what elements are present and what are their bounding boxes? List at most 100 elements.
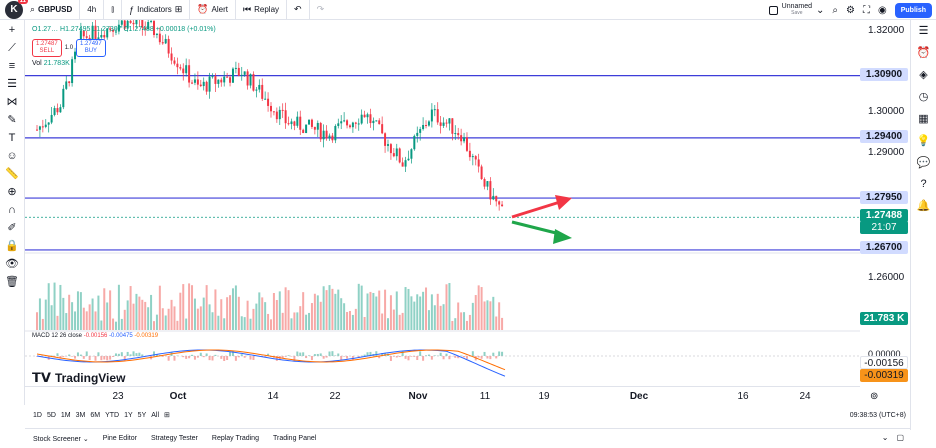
price-scale[interactable]: 1.32000 1.30900 1.30000 1.29400 1.29000 … [860,20,910,386]
candle [401,162,404,167]
candle [351,122,354,128]
quick-search-icon[interactable]: ⌕ [832,4,839,16]
range-ytd[interactable]: YTD [105,411,120,419]
macd-histogram-bar [153,351,155,356]
tab-replay-trading[interactable]: Replay Trading [211,435,259,442]
horizontal-line-icon[interactable]: ≡ [8,60,16,72]
profile-avatar[interactable]: K 11 [5,0,28,19]
drawing-mode-icon[interactable]: ✐ [7,222,17,234]
trendline-icon[interactable]: ⟋ [8,42,16,54]
volume-bar [147,307,150,330]
range-6m[interactable]: 6M [90,411,101,419]
volume-bar [196,308,199,330]
candle [495,195,498,202]
volume-bar [56,315,59,330]
data-window-icon[interactable]: ◷ [918,91,929,103]
tab-stock-screener[interactable]: Stock Screener ⌄ [33,435,89,443]
calendar-range-icon[interactable]: ⊞ [164,412,170,419]
emoji-icon[interactable]: ☺ [6,150,18,162]
fullscreen-icon[interactable]: ⛶ [862,4,870,16]
redo-button[interactable]: ↷ [310,0,332,20]
candle [310,119,313,127]
candle [433,109,436,111]
symbol-search-button[interactable]: ⌕ GBPUSD [23,0,81,20]
buy-button[interactable]: 1.27497 BUY [76,39,106,57]
volume-bar [492,296,495,330]
chart-type-button[interactable]: ⫾ [104,0,123,20]
price-chart[interactable] [25,20,860,386]
collapse-icon[interactable]: ⌄ [881,433,889,442]
notifications-icon[interactable]: 🔔 [916,200,931,212]
zoom-icon[interactable]: ⊕ [7,186,17,198]
macd-histogram-bar [129,354,132,356]
brush-icon[interactable]: ✎ [7,114,17,126]
alert-button[interactable]: ⏰ Alert [190,0,236,20]
volume-bar [71,302,74,330]
publish-button[interactable]: Publish [894,2,932,18]
goto-date-icon[interactable]: ⊚ [870,391,879,402]
interval-button[interactable]: 4h [80,0,105,20]
tab-pine-editor[interactable]: Pine Editor [102,435,137,442]
help-icon[interactable]: ? [920,178,927,190]
candle [346,120,349,126]
bottom-panel-tabs: Stock Screener ⌄ Pine Editor Strategy Te… [25,428,910,448]
tab-trading-panel[interactable]: Trading Panel [272,435,317,442]
text-icon[interactable]: T [8,132,16,144]
replay-button[interactable]: ⏮ Replay [236,0,288,20]
camera-icon[interactable]: ◉ [877,4,887,16]
volume-bar [468,314,471,330]
magnet-icon[interactable]: ∩ [8,204,16,216]
volume-bar [185,318,188,330]
watchlist-icon[interactable]: ☰ [918,25,929,37]
maximize-icon[interactable]: ▢ [896,433,904,442]
indicators-button[interactable]: ƒ Indicators ⊞ [122,0,191,20]
macd-histogram-bar [106,356,109,361]
range-all[interactable]: All [151,411,160,419]
candle [50,114,53,123]
settings-icon[interactable]: ⚙ [846,4,855,16]
candle [337,123,340,126]
tradingview-logo: 𝗧𝗩 TradingView [32,370,126,385]
range-5d[interactable]: 5D [46,411,56,419]
volume-bar [366,293,369,330]
notification-badge: 11 [17,0,28,4]
alerts-icon[interactable]: ⏰ [916,47,931,59]
macd-histogram-bar [430,356,433,360]
time-tick: 24 [799,391,811,402]
sell-button[interactable]: 1.27487 SELL [32,39,62,57]
candle [477,159,480,167]
calendar-icon[interactable]: ▦ [918,113,929,125]
range-3m[interactable]: 3M [75,411,86,419]
candle [270,105,272,112]
ideas-icon[interactable]: 💡 [916,135,931,147]
macd-zero-tick: 0.00000 [868,349,901,359]
volume-tag: 21.783 K [860,312,908,325]
pattern-icon[interactable]: ⋈ [6,96,18,108]
layers-icon[interactable]: ◈ [919,69,928,81]
range-1m[interactable]: 1M [60,411,71,419]
top-toolbar: K 11 ⌕ GBPUSD 4h ⫾ ƒ Indicators ⊞ ⏰ Alert ⏮ Re… [0,0,936,20]
chart-pane[interactable]: O1.27… H1.27495 L1.27307 C1.27488 +0.000… [25,20,860,386]
time-axis[interactable]: 23 Oct 14 22 Nov 11 19 Dec 16 24 [25,386,860,404]
ruler-icon[interactable]: 📏 [5,168,19,180]
range-1y[interactable]: 1Y [124,411,133,419]
macd-histogram-bar [308,355,311,356]
time-tick: Dec [629,391,649,402]
lock-icon[interactable]: 🔒 [5,240,19,252]
trash-icon[interactable]: 🗑 [5,276,19,288]
tab-strategy-tester[interactable]: Strategy Tester [150,435,198,442]
volume-bar [392,309,395,330]
candle [264,98,267,100]
range-5y[interactable]: 5Y [137,411,147,419]
layout-selector[interactable]: Unnamed Save ⌄ [768,3,824,17]
undo-button[interactable]: ↶ [287,0,310,20]
fib-icon[interactable]: ☰ [7,78,17,90]
chat-icon[interactable]: 💬 [916,157,931,169]
range-1d[interactable]: 1D [33,411,42,419]
clock[interactable]: 09:38:53 (UTC+8) [849,411,906,419]
candle [316,122,319,130]
crosshair-icon[interactable]: + [8,24,16,36]
visibility-icon[interactable]: 👁 [5,258,19,270]
volume-bar [337,289,340,330]
search-icon: ⌕ [30,4,36,14]
